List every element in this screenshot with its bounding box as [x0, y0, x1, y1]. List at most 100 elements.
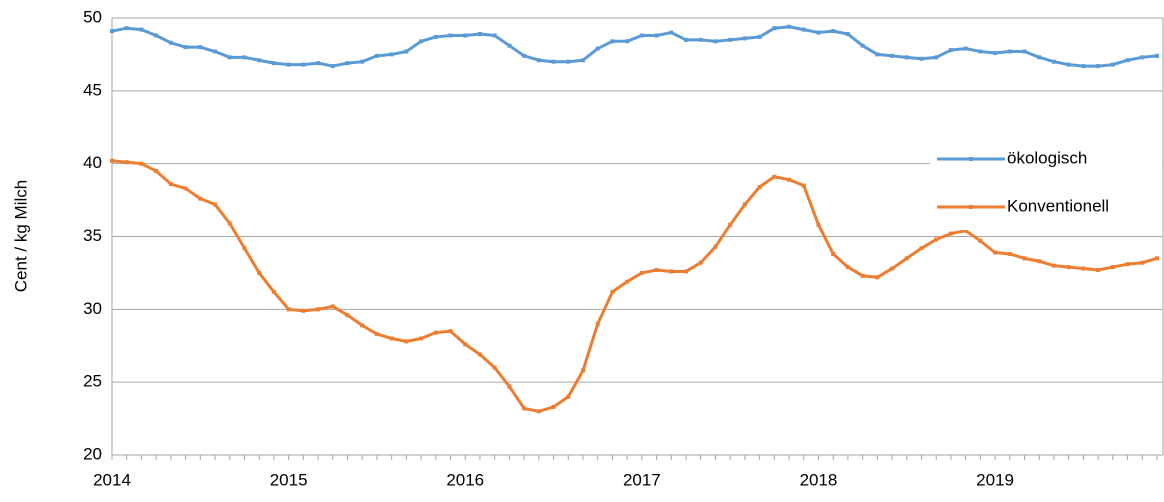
point-marker [948, 231, 953, 236]
point-marker [1155, 53, 1159, 58]
point-marker [1096, 268, 1101, 273]
point-marker [301, 308, 306, 313]
point-marker [507, 43, 512, 48]
point-marker [890, 53, 895, 58]
point-marker [271, 61, 276, 66]
point-marker [213, 49, 218, 54]
point-marker [1051, 59, 1056, 64]
point-marker [713, 39, 718, 44]
point-marker [227, 55, 232, 60]
point-marker [625, 279, 630, 284]
point-marker [1155, 256, 1159, 261]
point-marker [978, 49, 983, 54]
point-marker [139, 27, 144, 32]
point-marker [271, 289, 276, 294]
point-marker [522, 53, 527, 58]
legend-marker [969, 205, 973, 209]
y-tick-label: 35 [83, 226, 102, 245]
point-marker [948, 48, 953, 53]
point-marker [168, 40, 173, 45]
point-marker [213, 202, 218, 207]
point-marker [1022, 49, 1027, 54]
point-marker [477, 32, 482, 37]
point-marker [433, 34, 438, 39]
series-line [111, 159, 1158, 413]
point-marker [536, 58, 541, 63]
point-marker [168, 182, 173, 187]
point-marker [639, 33, 644, 38]
x-tick-label: 2019 [976, 470, 1014, 489]
point-marker [419, 39, 424, 44]
point-marker [934, 237, 939, 242]
point-marker [1110, 62, 1115, 67]
point-marker [742, 36, 747, 41]
point-marker [286, 307, 291, 312]
point-marker [698, 37, 703, 42]
x-tick-label: 2014 [93, 470, 131, 489]
point-marker [1051, 263, 1056, 268]
point-marker [963, 46, 968, 51]
legend-label: ökologisch [1007, 148, 1087, 167]
point-marker [507, 384, 512, 389]
point-marker [1066, 265, 1071, 270]
y-axis-label: Cent / kg Milch [11, 180, 30, 292]
legend-marker [969, 157, 973, 161]
point-marker [1081, 64, 1086, 69]
point-marker [860, 273, 865, 278]
point-marker [463, 33, 468, 38]
point-marker [154, 33, 159, 38]
point-marker [801, 183, 806, 188]
point-marker [345, 313, 350, 318]
point-marker [669, 269, 674, 274]
x-tick-label: 2018 [800, 470, 838, 489]
point-marker [801, 27, 806, 32]
point-marker [551, 404, 556, 409]
point-marker [566, 59, 571, 64]
point-marker [227, 221, 232, 226]
point-marker [772, 26, 777, 31]
point-marker [580, 368, 585, 373]
point-marker [198, 45, 203, 50]
point-marker [1081, 266, 1086, 271]
point-marker [816, 30, 821, 35]
point-marker [1140, 260, 1145, 265]
point-marker [654, 33, 659, 38]
point-marker [757, 184, 762, 189]
point-marker [389, 52, 394, 57]
point-marker [654, 268, 659, 273]
point-marker [831, 29, 836, 34]
point-marker [448, 33, 453, 38]
y-tick-label: 40 [83, 153, 102, 172]
point-marker [345, 61, 350, 66]
y-tick-label: 45 [83, 80, 102, 99]
point-marker [845, 32, 850, 37]
point-marker [1125, 58, 1130, 63]
point-marker [860, 43, 865, 48]
y-tick-label: 20 [83, 444, 102, 463]
point-marker [1066, 62, 1071, 67]
point-marker [890, 266, 895, 271]
point-marker [610, 289, 615, 294]
point-marker [566, 394, 571, 399]
point-marker [286, 62, 291, 67]
point-marker [904, 55, 909, 60]
point-marker [787, 177, 792, 182]
point-marker [684, 37, 689, 42]
point-marker [242, 55, 247, 60]
point-marker [993, 50, 998, 55]
point-marker [536, 409, 541, 414]
point-marker [919, 246, 924, 251]
point-marker [1110, 265, 1115, 270]
point-marker [316, 61, 321, 66]
x-tick-label: 2016 [446, 470, 484, 489]
x-tick-label: 2015 [270, 470, 308, 489]
point-marker [831, 251, 836, 256]
point-marker [1007, 251, 1012, 256]
point-marker [757, 34, 762, 39]
y-tick-label: 50 [83, 7, 102, 26]
point-marker [1125, 262, 1130, 267]
point-marker [492, 365, 497, 370]
point-marker [1007, 49, 1012, 54]
point-marker [154, 168, 159, 173]
point-marker [904, 256, 909, 261]
